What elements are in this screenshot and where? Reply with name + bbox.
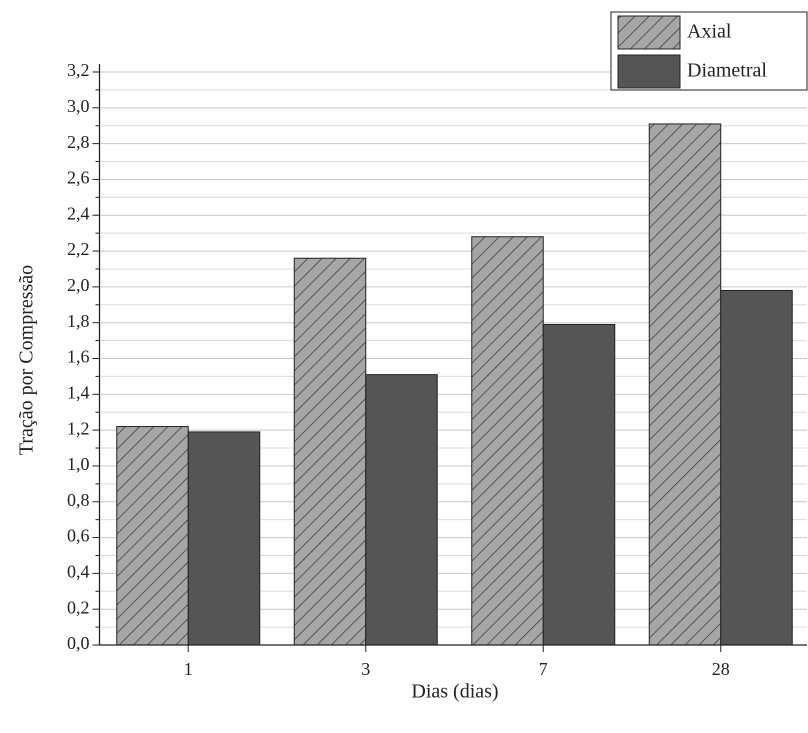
y-tick-label: 2,6 xyxy=(67,168,90,188)
y-tick-label: 0,8 xyxy=(67,490,90,510)
y-tick-label: 1,4 xyxy=(67,382,90,402)
bar xyxy=(116,426,189,646)
legend-label: Axial xyxy=(687,21,732,43)
bar xyxy=(648,123,722,646)
y-tick-label: 1,6 xyxy=(67,347,90,367)
x-tick-label: 3 xyxy=(361,659,370,679)
y-tick-label: 0,6 xyxy=(67,526,90,546)
y-tick-label: 1,0 xyxy=(67,454,90,474)
y-tick-label: 1,8 xyxy=(67,311,90,331)
bar xyxy=(365,374,438,646)
bar xyxy=(720,289,793,646)
y-tick-label: 0,0 xyxy=(67,633,90,653)
legend-label: Diametral xyxy=(687,60,767,82)
bar xyxy=(187,431,261,646)
y-tick-label: 2,4 xyxy=(67,203,90,223)
y-tick-label: 1,2 xyxy=(67,418,90,438)
bars xyxy=(116,123,793,646)
y-tick-label: 2,8 xyxy=(67,132,90,152)
y-tick-label: 3,0 xyxy=(67,96,90,116)
y-tick-label: 3,2 xyxy=(67,60,90,80)
bar xyxy=(471,236,544,646)
y-axis-label: Tração por Compressão xyxy=(16,265,38,455)
y-tick-label: 2,0 xyxy=(67,275,90,295)
bar xyxy=(542,323,616,646)
x-tick-label: 7 xyxy=(539,659,548,679)
x-tick-label: 1 xyxy=(184,659,193,679)
legend-swatch xyxy=(617,15,681,50)
x-axis-label: Dias (dias) xyxy=(411,681,498,703)
x-tick-label: 28 xyxy=(712,659,730,679)
y-tick-label: 0,4 xyxy=(67,562,90,582)
y-tick-label: 2,2 xyxy=(67,239,90,259)
bar xyxy=(293,257,367,646)
y-tick-label: 0,2 xyxy=(67,597,90,617)
legend-swatch xyxy=(617,54,681,89)
